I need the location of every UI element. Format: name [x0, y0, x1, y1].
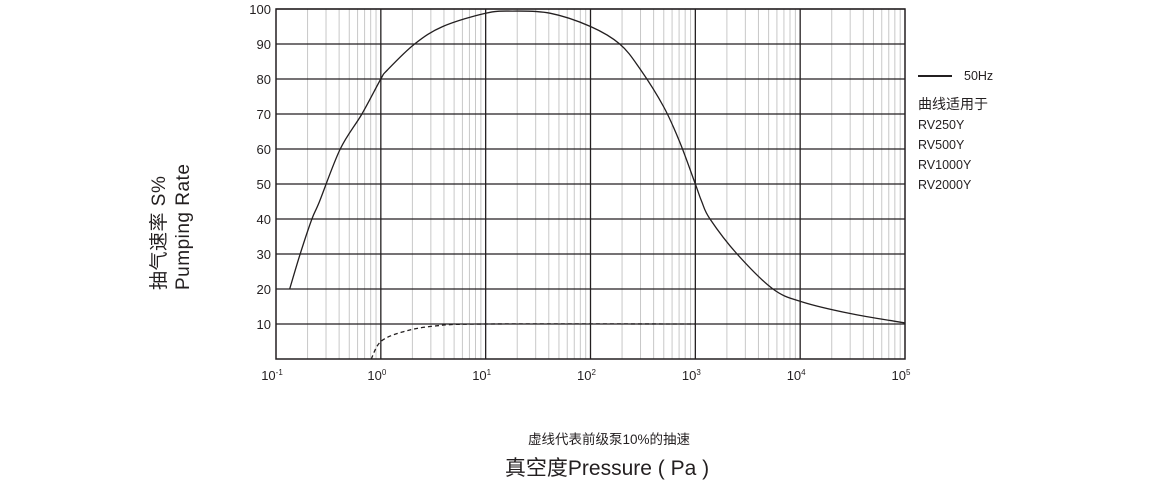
y-tick-label: 100	[249, 2, 271, 17]
x-tick-exponent: 5	[906, 368, 911, 377]
dashed-line-note: 虚线代表前级泵10%的抽速	[527, 432, 691, 447]
y-tick-label: 30	[257, 247, 271, 262]
x-tick-exponent: -1	[276, 368, 284, 377]
x-tick-exponent: 1	[487, 368, 492, 377]
y-tick-label: 60	[257, 142, 271, 157]
y-tick-label: 10	[257, 317, 271, 332]
legend-model: RV500Y	[918, 138, 965, 152]
x-tick-label: 103	[682, 368, 701, 383]
x-tick-label: 10-1	[261, 368, 283, 383]
y-tick-label: 90	[257, 37, 271, 52]
legend-model: RV2000Y	[918, 178, 972, 192]
legend-model: RV1000Y	[918, 158, 972, 172]
legend-solid-line-swatch	[918, 75, 952, 77]
x-tick-label: 104	[787, 368, 806, 383]
y-axis-label-cn: 抽气速率 S%	[149, 175, 170, 290]
y-tick-label: 40	[257, 212, 271, 227]
x-tick-label: 101	[472, 368, 491, 383]
x-tick-label: 105	[892, 368, 911, 383]
y-tick-labels: 10 20 30 40 50 60 70 80 90 100	[249, 2, 271, 332]
x-tick-exponent: 2	[592, 368, 597, 377]
x-tick-base: 10	[577, 368, 591, 383]
legend: 50Hz 曲线适用于 RV250Y RV500Y RV1000Y RV2000Y	[918, 66, 993, 195]
legend-entry-50hz: 50Hz	[918, 66, 993, 86]
y-tick-label: 80	[257, 72, 271, 87]
x-tick-exponent: 3	[696, 368, 701, 377]
x-tick-exponent: 0	[382, 368, 387, 377]
x-tick-base: 10	[472, 368, 486, 383]
x-tick-base: 10	[261, 368, 275, 383]
y-axis-label: 抽气速率 S% Pumping Rate	[148, 164, 196, 290]
x-tick-labels: 10-1 100 101 102 103 104 105	[261, 368, 911, 383]
x-tick-exponent: 4	[801, 368, 806, 377]
series-lines	[289, 10, 906, 360]
x-axis-label: 真空度Pressure ( Pa )	[504, 457, 710, 480]
x-tick-base: 10	[787, 368, 801, 383]
x-tick-label: 102	[577, 368, 596, 383]
series-line-backing-pump-10pct	[370, 323, 696, 360]
legend-entry-label: 50Hz	[964, 69, 994, 83]
legend-applies-title: 曲线适用于	[918, 96, 988, 112]
x-tick-base: 10	[682, 368, 696, 383]
y-tick-label: 50	[257, 177, 271, 192]
series-line-50hz	[289, 10, 906, 324]
x-tick-base: 10	[892, 368, 906, 383]
legend-model: RV250Y	[918, 118, 965, 132]
plot-frame	[275, 8, 906, 360]
y-tick-label: 70	[257, 107, 271, 122]
x-tick-base: 10	[367, 368, 381, 383]
y-tick-label: 20	[257, 282, 271, 297]
y-axis-label-en: Pumping Rate	[173, 163, 194, 290]
x-tick-label: 100	[367, 368, 386, 383]
